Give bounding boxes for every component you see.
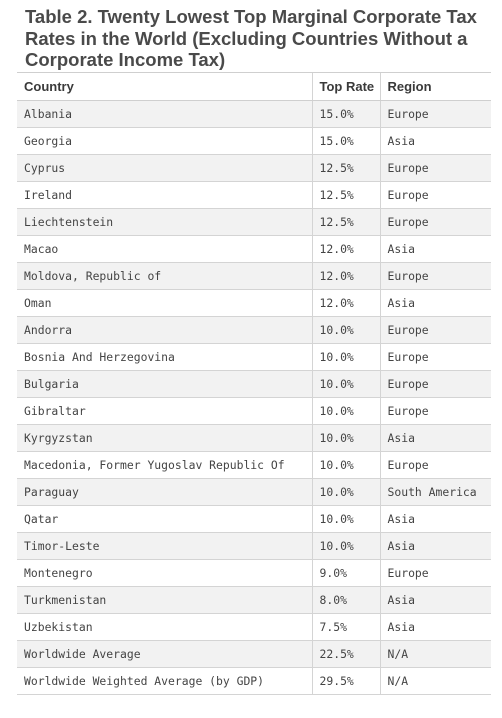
table-row: Moldova, Republic of 12.0% Europe xyxy=(17,262,491,290)
country-cell: Ireland xyxy=(17,181,312,209)
table-row: Andorra 10.0% Europe xyxy=(17,316,491,344)
top-rate-cell: 10.0% xyxy=(311,316,380,344)
region-cell: Asia xyxy=(379,505,491,533)
region-cell: Europe xyxy=(379,262,491,290)
column-header-region: Region xyxy=(379,72,491,101)
column-header-country: Country xyxy=(17,72,312,101)
country-cell: Bosnia And Herzegovina xyxy=(17,343,312,371)
top-rate-cell: 29.5% xyxy=(311,667,380,695)
top-rate-cell: 10.0% xyxy=(311,424,380,452)
region-cell: Europe xyxy=(379,154,491,182)
region-cell: Europe xyxy=(379,397,491,425)
country-cell: Turkmenistan xyxy=(17,586,312,614)
country-cell: Gibraltar xyxy=(17,397,312,425)
country-cell: Macao xyxy=(17,235,312,263)
region-cell: Europe xyxy=(379,208,491,236)
region-cell: Europe xyxy=(379,451,491,479)
region-cell: Asia xyxy=(379,424,491,452)
top-rate-cell: 15.0% xyxy=(311,127,380,155)
top-rate-cell: 7.5% xyxy=(311,613,380,641)
region-cell: Asia xyxy=(379,586,491,614)
column-header-top-rate: Top Rate xyxy=(311,72,380,101)
country-cell: Liechtenstein xyxy=(17,208,312,236)
top-rate-cell: 10.0% xyxy=(311,532,380,560)
table-row: Macao 12.0% Asia xyxy=(17,235,491,263)
table-row: Oman 12.0% Asia xyxy=(17,289,491,317)
country-cell: Georgia xyxy=(17,127,312,155)
top-rate-cell: 10.0% xyxy=(311,397,380,425)
table-row: Worldwide Weighted Average (by GDP) 29.5%… xyxy=(17,667,491,695)
table-row: Bosnia And Herzegovina 10.0% Europe xyxy=(17,343,491,371)
table-row: Gibraltar 10.0% Europe xyxy=(17,397,491,425)
table-row: Uzbekistan 7.5% Asia xyxy=(17,613,491,641)
country-cell: Cyprus xyxy=(17,154,312,182)
table-row: Worldwide Average 22.5% N/A xyxy=(17,640,491,668)
table-row: Timor-Leste 10.0% Asia xyxy=(17,532,491,560)
region-cell: South America xyxy=(379,478,491,506)
region-cell: Europe xyxy=(379,100,491,128)
table-body: Albania 15.0% Europe Georgia 15.0% Asia Cyprus… xyxy=(17,100,491,695)
table-row: Bulgaria 10.0% Europe xyxy=(17,370,491,398)
region-cell: Europe xyxy=(379,316,491,344)
country-cell: Moldova, Republic of xyxy=(17,262,312,290)
top-rate-cell: 12.0% xyxy=(311,289,380,317)
country-cell: Timor-Leste xyxy=(17,532,312,560)
table-title: Table 2. Twenty Lowest Top Marginal Corp… xyxy=(25,6,477,70)
table-row: Montenegro 9.0% Europe xyxy=(17,559,491,587)
region-cell: Europe xyxy=(379,181,491,209)
top-rate-cell: 12.0% xyxy=(311,235,380,263)
top-rate-cell: 15.0% xyxy=(311,100,380,128)
top-rate-cell: 12.5% xyxy=(311,181,380,209)
region-cell: Europe xyxy=(379,343,491,371)
country-cell: Qatar xyxy=(17,505,312,533)
country-cell: Macedonia, Former Yugoslav Republic Of xyxy=(17,451,312,479)
table-row: Ireland 12.5% Europe xyxy=(17,181,491,209)
tax-rate-table: Country Top Rate Region Albania 15.0% Euro… xyxy=(17,72,491,695)
table-row: Cyprus 12.5% Europe xyxy=(17,154,491,182)
table-row: Kyrgyzstan 10.0% Asia xyxy=(17,424,491,452)
country-cell: Oman xyxy=(17,289,312,317)
table-row: Qatar 10.0% Asia xyxy=(17,505,491,533)
country-cell: Paraguay xyxy=(17,478,312,506)
top-rate-cell: 22.5% xyxy=(311,640,380,668)
top-rate-cell: 10.0% xyxy=(311,505,380,533)
top-rate-cell: 10.0% xyxy=(311,451,380,479)
table-row: Georgia 15.0% Asia xyxy=(17,127,491,155)
region-cell: Asia xyxy=(379,532,491,560)
country-cell: Andorra xyxy=(17,316,312,344)
top-rate-cell: 10.0% xyxy=(311,370,380,398)
region-cell: Europe xyxy=(379,559,491,587)
table-row: Liechtenstein 12.5% Europe xyxy=(17,208,491,236)
region-cell: Asia xyxy=(379,127,491,155)
country-cell: Worldwide Average xyxy=(17,640,312,668)
region-cell: N/A xyxy=(379,667,491,695)
country-cell: Kyrgyzstan xyxy=(17,424,312,452)
region-cell: Asia xyxy=(379,613,491,641)
top-rate-cell: 12.0% xyxy=(311,262,380,290)
country-cell: Bulgaria xyxy=(17,370,312,398)
top-rate-cell: 12.5% xyxy=(311,154,380,182)
region-cell: Asia xyxy=(379,235,491,263)
country-cell: Uzbekistan xyxy=(17,613,312,641)
top-rate-cell: 10.0% xyxy=(311,478,380,506)
table-header-row: Country Top Rate Region xyxy=(17,72,491,101)
region-cell: N/A xyxy=(379,640,491,668)
table-row: Paraguay 10.0% South America xyxy=(17,478,491,506)
country-cell: Albania xyxy=(17,100,312,128)
region-cell: Europe xyxy=(379,370,491,398)
country-cell: Worldwide Weighted Average (by GDP) xyxy=(17,667,312,695)
top-rate-cell: 12.5% xyxy=(311,208,380,236)
table-row: Macedonia, Former Yugoslav Republic Of 10… xyxy=(17,451,491,479)
table-row: Albania 15.0% Europe xyxy=(17,100,491,128)
top-rate-cell: 9.0% xyxy=(311,559,380,587)
region-cell: Asia xyxy=(379,289,491,317)
table-container: Table 2. Twenty Lowest Top Marginal Corp… xyxy=(17,6,491,695)
country-cell: Montenegro xyxy=(17,559,312,587)
table-row: Turkmenistan 8.0% Asia xyxy=(17,586,491,614)
top-rate-cell: 8.0% xyxy=(311,586,380,614)
top-rate-cell: 10.0% xyxy=(311,343,380,371)
